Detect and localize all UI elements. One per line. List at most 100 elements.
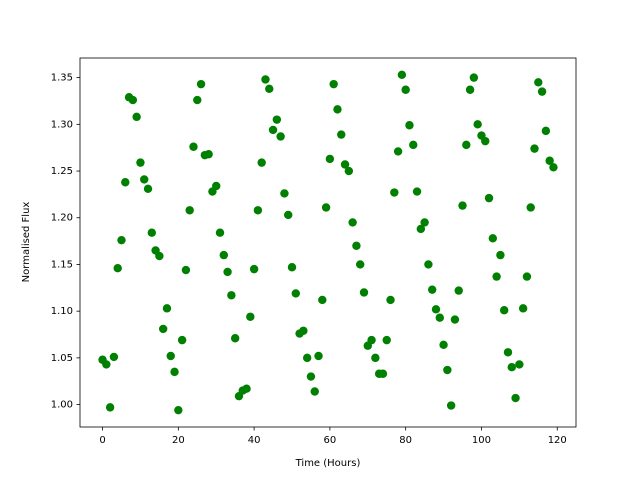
plot-frame: [79, 57, 577, 428]
point: [318, 295, 327, 305]
point: [227, 291, 236, 300]
point: [181, 265, 191, 275]
point: [382, 335, 391, 345]
point: [356, 260, 365, 269]
point: [367, 335, 376, 345]
point: [223, 267, 232, 277]
y-axis-label: Normalised Flux: [21, 202, 32, 283]
point: [420, 218, 429, 227]
point: [321, 203, 331, 212]
point: [230, 334, 240, 343]
point: [511, 393, 520, 403]
point: [522, 272, 532, 281]
point: [340, 160, 350, 169]
point: [545, 156, 554, 165]
point: [503, 348, 513, 357]
point: [113, 263, 122, 273]
point: [128, 95, 138, 105]
point: [117, 235, 126, 245]
point: [105, 403, 115, 412]
point: [416, 224, 426, 234]
point: [488, 234, 498, 243]
point: [469, 73, 479, 82]
point: [386, 295, 395, 305]
point: [212, 181, 221, 191]
point: [314, 351, 323, 361]
point: [541, 126, 551, 136]
point: [443, 365, 452, 375]
point: [109, 352, 119, 362]
x-tick-label: 80: [399, 435, 412, 446]
x-tick-label: 60: [324, 435, 337, 446]
point: [446, 401, 456, 410]
point: [337, 130, 346, 139]
point: [174, 405, 183, 415]
y-tick-label: 1.35: [51, 73, 73, 84]
point: [291, 289, 300, 298]
point: [378, 369, 388, 378]
point: [155, 251, 164, 261]
point: [185, 206, 194, 215]
point: [507, 363, 516, 372]
point: [409, 140, 418, 150]
x-tick-label: 100: [472, 435, 491, 446]
point: [450, 315, 460, 324]
point: [359, 288, 369, 297]
point: [147, 228, 157, 237]
point: [526, 203, 535, 212]
x-tick-label: 120: [548, 435, 567, 446]
point: [431, 305, 441, 314]
point: [435, 313, 444, 322]
point: [344, 166, 354, 176]
point: [306, 372, 316, 381]
y-tick-label: 1.25: [51, 166, 73, 177]
point: [261, 75, 270, 84]
point: [268, 125, 278, 135]
point: [499, 306, 509, 315]
point: [428, 285, 437, 294]
point: [537, 87, 547, 96]
point: [136, 158, 145, 167]
point: [454, 286, 463, 295]
point: [272, 115, 282, 124]
y-tick-label: 1.15: [51, 259, 73, 270]
x-tick-label: 0: [99, 435, 105, 446]
point: [177, 335, 187, 345]
point: [549, 163, 558, 172]
point: [284, 210, 293, 220]
point: [219, 250, 228, 260]
point: [329, 79, 338, 89]
point: [162, 304, 172, 313]
point: [102, 360, 111, 369]
point: [393, 147, 403, 156]
point: [170, 367, 179, 377]
point: [481, 136, 490, 146]
point: [484, 193, 494, 203]
point: [189, 142, 198, 151]
point: [287, 263, 297, 272]
point: [242, 384, 251, 393]
point: [530, 144, 539, 153]
point: [166, 351, 175, 361]
point: [276, 132, 285, 141]
point: [405, 121, 414, 130]
point: [439, 340, 448, 349]
point: [465, 85, 475, 94]
point: [257, 158, 266, 167]
y-tick-label: 1.00: [51, 400, 73, 411]
y-tick-label: 1.20: [51, 213, 73, 224]
point: [280, 189, 289, 198]
point: [496, 250, 505, 260]
point: [518, 304, 528, 313]
point: [246, 312, 255, 321]
point: [352, 241, 361, 250]
point: [473, 120, 482, 129]
point: [462, 140, 471, 150]
point: [193, 95, 202, 105]
point: [397, 70, 407, 80]
point: [390, 188, 399, 197]
point: [371, 353, 380, 363]
y-tick-label: 1.05: [51, 353, 73, 364]
